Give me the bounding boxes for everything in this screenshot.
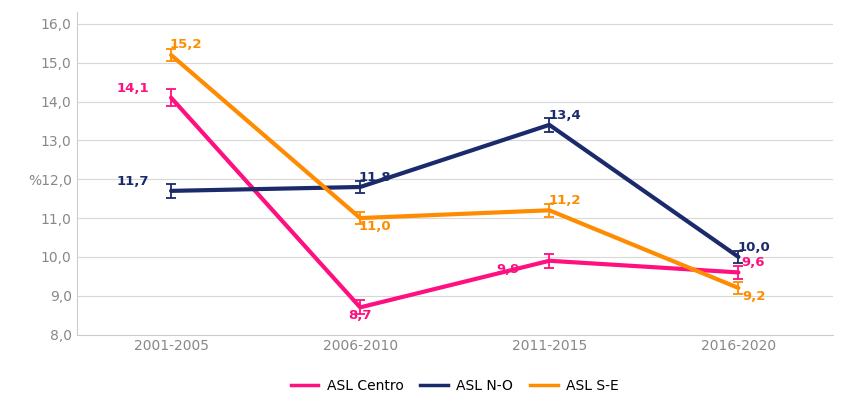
Text: 9,2: 9,2 bbox=[742, 290, 765, 303]
Text: 10,0: 10,0 bbox=[737, 241, 770, 254]
Text: 15,2: 15,2 bbox=[170, 38, 202, 51]
Text: 11,7: 11,7 bbox=[117, 175, 150, 188]
Text: 11,0: 11,0 bbox=[359, 220, 392, 233]
Legend: ASL Centro, ASL N-O, ASL S-E: ASL Centro, ASL N-O, ASL S-E bbox=[285, 373, 625, 399]
Text: 11,2: 11,2 bbox=[548, 194, 581, 207]
Text: 11,8: 11,8 bbox=[359, 171, 392, 184]
Text: 9,6: 9,6 bbox=[742, 256, 765, 269]
Text: 8,7: 8,7 bbox=[348, 309, 372, 322]
Text: 9,9: 9,9 bbox=[496, 262, 519, 275]
Text: 13,4: 13,4 bbox=[548, 109, 581, 122]
Text: 14,1: 14,1 bbox=[117, 82, 150, 95]
